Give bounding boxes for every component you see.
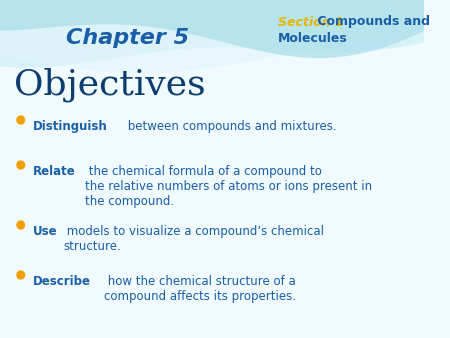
Text: Distinguish: Distinguish <box>33 120 108 133</box>
Circle shape <box>17 161 24 169</box>
Text: Describe: Describe <box>33 275 91 288</box>
Text: Molecules: Molecules <box>278 31 348 45</box>
Circle shape <box>17 116 24 124</box>
Text: Chapter 5: Chapter 5 <box>66 28 189 48</box>
Text: Objectives: Objectives <box>14 68 206 102</box>
Text: Section 1: Section 1 <box>278 16 344 28</box>
Text: Use: Use <box>33 225 58 238</box>
Text: Compounds and: Compounds and <box>313 16 430 28</box>
Circle shape <box>17 271 24 279</box>
Circle shape <box>17 221 24 229</box>
Text: between compounds and mixtures.: between compounds and mixtures. <box>124 120 337 133</box>
Text: the chemical formula of a compound to
the relative numbers of atoms or ions pres: the chemical formula of a compound to th… <box>85 165 372 208</box>
Text: how the chemical structure of a
compound affects its properties.: how the chemical structure of a compound… <box>104 275 296 303</box>
Polygon shape <box>0 0 424 58</box>
Polygon shape <box>0 0 424 68</box>
Polygon shape <box>0 0 424 73</box>
Text: models to visualize a compound’s chemical
structure.: models to visualize a compound’s chemica… <box>63 225 324 253</box>
Text: Relate: Relate <box>33 165 76 178</box>
